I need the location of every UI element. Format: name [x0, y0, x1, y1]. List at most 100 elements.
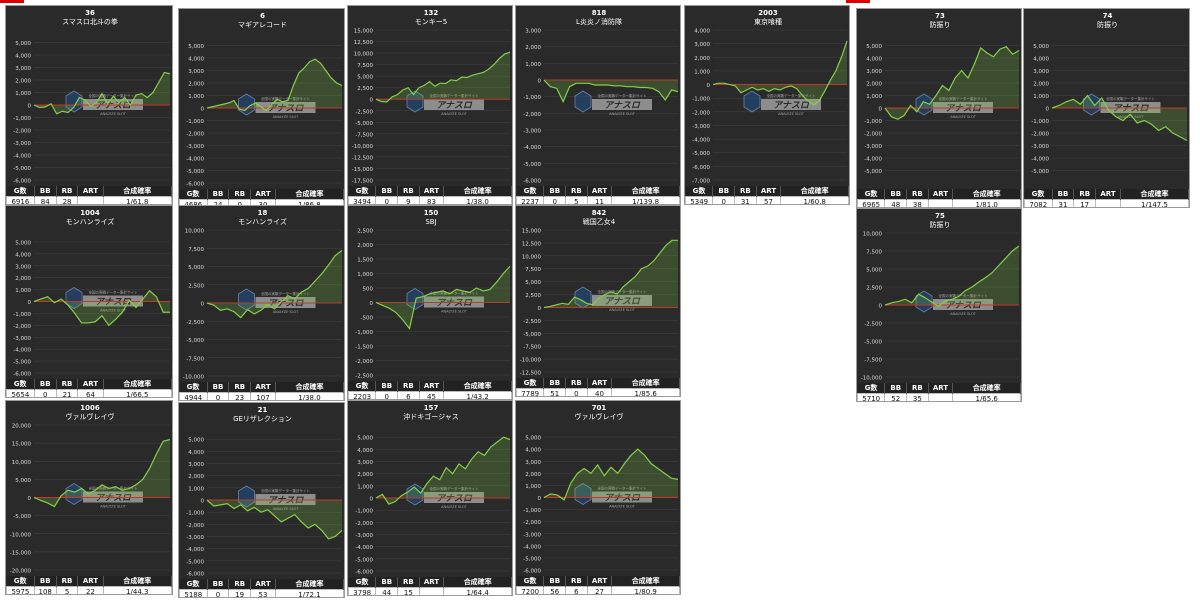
- balance-line: [375, 51, 511, 103]
- y-tick-label: -2,000: [864, 132, 882, 138]
- slot-graph-panel[interactable]: 73 防振り -5,000 -4,000 -3,000 -2,000 -1,000 0 1,00…: [856, 8, 1022, 208]
- y-tick-label: -5,000: [13, 166, 31, 172]
- stats-value: 1/60.8: [780, 196, 849, 204]
- stats-value: 53: [250, 589, 276, 597]
- y-tick-label: -1,000: [864, 119, 882, 125]
- logo-subtitle: ANALYZE SLOT: [273, 310, 300, 314]
- y-tick-label: 3,000: [694, 42, 710, 48]
- stats-value: 5654: [6, 389, 35, 397]
- stats-table: G数BBRBART合成確率4686240301/86.8: [179, 189, 344, 207]
- slot-graph-panel[interactable]: 36 スマスロ北斗の拳 -6,000 -5,000 -4,000 -3,000 -2,000…: [5, 5, 173, 205]
- logo-subtitle: ANALYZE SLOT: [100, 309, 127, 313]
- slot-graph-panel[interactable]: 75 防振り -10,000 -7,500 -5,000 -2,500 0 2,500 5,00…: [856, 208, 1022, 402]
- y-tick-label: -5,000: [186, 169, 204, 175]
- y-tick-label: -2,000: [13, 129, 31, 135]
- stats-value: 1/139.8: [611, 196, 680, 204]
- machine-name: 防振り: [930, 220, 951, 229]
- balance-line: [543, 239, 678, 309]
- stats-header: RB: [565, 186, 588, 197]
- stats-value: 1/66.5: [102, 389, 172, 397]
- slot-graph-panel[interactable]: 2003 東京喰種 -7,000 -6,000 -5,000 -4,000 -3,000 -2…: [684, 5, 850, 205]
- y-tick-label: 3,000: [188, 462, 204, 468]
- stats-header: RB: [397, 577, 420, 588]
- y-tick-label: 3,000: [188, 69, 204, 75]
- y-tick-label: 0: [879, 304, 883, 310]
- slot-graph-panel[interactable]: 842 戦国乙女4 -12,500 -10,000 -7,500 -5,000 -2,500…: [515, 205, 681, 397]
- stats-header: BB: [375, 186, 399, 197]
- stats-header: BB: [207, 579, 230, 590]
- stats-value: 0: [375, 391, 399, 399]
- slot-graph-panel[interactable]: 1004 モンハンライズ -6,000 -5,000 -4,000 -3,000 -2,00…: [5, 205, 173, 398]
- area-fill: [34, 72, 170, 114]
- y-tick-label: -2,000: [186, 523, 204, 529]
- machine-number: 132: [424, 9, 439, 17]
- slot-graph-panel[interactable]: 74 防振り -5,000 -4,000 -3,000 -2,000 -1,000 0 1,00…: [1023, 8, 1190, 208]
- machine-number: 73: [935, 12, 945, 20]
- stats-value: 5975: [6, 586, 35, 594]
- y-tick-label: -4,000: [13, 154, 31, 160]
- y-tick-label: 500: [363, 287, 374, 293]
- machine-name: モンキー5: [415, 18, 447, 26]
- slot-graph-panel[interactable]: 6 マギアレコード -6,000 -5,000 -4,000 -3,000 -2,000 -1…: [178, 8, 345, 208]
- stats-header: ART: [756, 186, 782, 197]
- stats-header: G数: [6, 186, 35, 197]
- y-tick-label: -2,500: [864, 322, 882, 328]
- logo-subtitle: ANALYZE SLOT: [441, 505, 468, 509]
- stats-header: BB: [34, 186, 57, 197]
- logo-tagline: 全国の実戦データー集計サイト: [430, 93, 479, 98]
- machine-name: 東京喰種: [754, 17, 782, 26]
- stats-header: BB: [543, 576, 567, 587]
- balance-line: [33, 438, 171, 508]
- logo-text-plate: [592, 99, 652, 110]
- stats-value: 5349: [685, 196, 714, 204]
- logo-hexagon-icon: [65, 90, 83, 113]
- y-tick-label: 1,000: [15, 288, 31, 294]
- y-tick-label: -3,000: [13, 336, 31, 342]
- y-tick-label: 4,000: [357, 448, 373, 454]
- logo-hexagon-icon: [238, 288, 255, 311]
- slot-graph-panel[interactable]: 132 モンキー5 -17,500 -15,000 -12,500 -10,000 -7,5…: [347, 5, 513, 205]
- stats-header: RB: [397, 381, 420, 392]
- stats-value: 1/65.6: [952, 393, 1021, 401]
- y-tick-label: 4,000: [15, 252, 31, 258]
- y-tick-label: -3,000: [13, 141, 31, 147]
- stats-header: ART: [587, 576, 613, 587]
- stats-header: ART: [928, 383, 954, 394]
- y-tick-label: 5,000: [866, 268, 882, 274]
- slot-graph-panel[interactable]: 21 GEリザレクション -6,000 -5,000 -4,000 -3,000 -2,00…: [178, 402, 345, 598]
- slot-graph-panel[interactable]: 701 ヴァルヴレイヴ -6,000 -5,000 -4,000 -3,000 -2,000…: [515, 400, 681, 595]
- logo-tagline: 全国の実戦データー集計サイト: [939, 96, 988, 101]
- y-tick-label: -5,000: [186, 338, 204, 344]
- slot-graph-panel[interactable]: 818 L炎炎ノ消防隊 -6,000 -5,000 -4,000 -3,000 -2,000…: [515, 5, 681, 205]
- slot-graph-panel[interactable]: 157 沖ドキゴージャス -6,000 -5,000 -4,000 -3,000 -2,00…: [347, 400, 513, 596]
- stats-header: 合成確率: [443, 186, 512, 197]
- slot-graph-panel[interactable]: 18 モンハンライズ -10,000 -7,500 -5,000 -2,500 0 2,500…: [178, 205, 345, 401]
- logo-tagline: 全国の実戦データー集計サイト: [1106, 96, 1155, 101]
- balance-line: [884, 245, 1020, 308]
- stats-value: 0: [543, 196, 567, 204]
- y-tick-label: 0: [28, 496, 32, 502]
- area-fill: [376, 52, 510, 102]
- y-tick-label: -15,000: [352, 167, 374, 173]
- stats-header: BB: [375, 381, 399, 392]
- stats-header: 合成確率: [611, 186, 680, 197]
- y-tick-label: -12,500: [520, 371, 542, 377]
- stats-header: 合成確率: [952, 383, 1021, 394]
- logo-tagline: 全国の実戦データー集計サイト: [261, 291, 310, 296]
- slot-graph-panel[interactable]: 150 SBJ -2,500 -2,000 -1,500 -1,000 -500 0 500 1,…: [347, 205, 513, 400]
- stats-value: 5: [55, 586, 79, 594]
- y-tick-label: 10,000: [863, 232, 883, 238]
- y-tick-label: 0: [879, 107, 883, 113]
- y-tick-label: 0: [370, 497, 374, 503]
- y-tick-label: -4,000: [864, 157, 882, 163]
- logo-subtitle: ANALYZE SLOT: [100, 112, 127, 116]
- slot-graph-panel[interactable]: 1006 ヴァルヴレイヴ -20,000 -15,000 -10,000 -5,000 0 5…: [5, 400, 173, 595]
- stats-value: 7082: [1024, 199, 1053, 207]
- y-tick-label: -10,000: [183, 375, 205, 381]
- y-tick-label: -7,500: [355, 132, 373, 138]
- stats-table: G数 BB RB ART 合成確率 6965 48 38 1/81.0: [857, 189, 1021, 207]
